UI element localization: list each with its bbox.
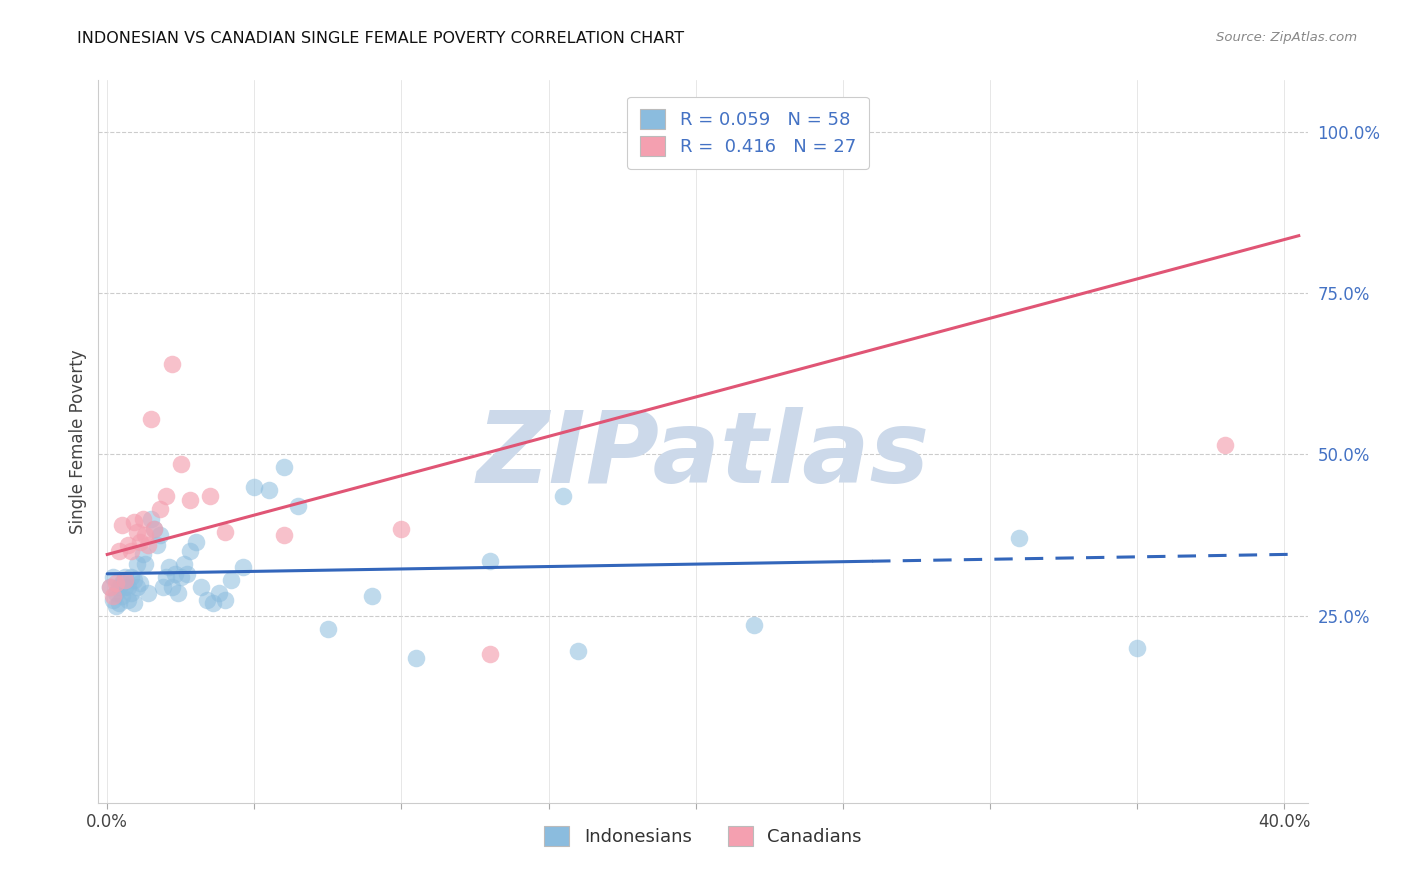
Point [105, 599, 128, 613]
Point [219, 573, 242, 587]
Point [125, 557, 148, 571]
Point [202, 596, 225, 610]
Point [131, 512, 153, 526]
Point [141, 412, 163, 426]
Point [155, 570, 177, 584]
Point [1126, 640, 1149, 655]
Point [125, 580, 148, 594]
Point [361, 590, 384, 604]
Point [232, 560, 254, 574]
Point [170, 457, 193, 471]
Point [190, 580, 212, 594]
Point [143, 522, 166, 536]
Point [98, 580, 121, 594]
Point [567, 644, 589, 658]
Point [287, 499, 309, 513]
Point [173, 557, 195, 571]
Point [120, 570, 142, 584]
Point [120, 544, 142, 558]
Point [214, 524, 236, 539]
Point [131, 548, 153, 562]
Point [200, 489, 222, 503]
Point [179, 544, 201, 558]
Point [208, 586, 231, 600]
Point [184, 534, 207, 549]
Point [114, 570, 136, 584]
Text: ZIPatlas: ZIPatlas [477, 408, 929, 505]
Point [1008, 531, 1031, 545]
Point [160, 580, 183, 594]
Point [105, 576, 128, 591]
Text: Source: ZipAtlas.com: Source: ZipAtlas.com [1216, 31, 1357, 45]
Legend: Indonesians, Canadians: Indonesians, Canadians [531, 814, 875, 859]
Point [138, 586, 160, 600]
Point [273, 460, 295, 475]
Point [117, 580, 139, 594]
Point [125, 524, 148, 539]
Point [108, 544, 131, 558]
Point [108, 596, 131, 610]
Point [243, 480, 266, 494]
Y-axis label: Single Female Poverty: Single Female Poverty [69, 350, 87, 533]
Point [157, 560, 180, 574]
Point [214, 592, 236, 607]
Point [108, 580, 131, 594]
Point [122, 596, 145, 610]
Point [316, 622, 339, 636]
Point [111, 576, 134, 591]
Point [128, 576, 150, 591]
Point [98, 580, 121, 594]
Point [146, 538, 169, 552]
Point [152, 580, 174, 594]
Point [166, 586, 188, 600]
Point [257, 483, 280, 497]
Point [117, 592, 139, 607]
Point [111, 590, 134, 604]
Point [176, 566, 198, 581]
Point [134, 528, 156, 542]
Point [149, 502, 172, 516]
Point [134, 557, 156, 571]
Point [155, 489, 177, 503]
Text: INDONESIAN VS CANADIAN SINGLE FEMALE POVERTY CORRELATION CHART: INDONESIAN VS CANADIAN SINGLE FEMALE POV… [77, 31, 685, 46]
Point [101, 592, 124, 607]
Point [149, 528, 172, 542]
Point [117, 538, 139, 552]
Point [744, 618, 766, 632]
Point [478, 554, 501, 568]
Point [1213, 438, 1236, 452]
Point [143, 522, 166, 536]
Point [111, 518, 134, 533]
Point [114, 580, 136, 594]
Point [273, 528, 295, 542]
Point [170, 570, 193, 584]
Point [163, 566, 186, 581]
Point [478, 648, 501, 662]
Point [114, 573, 136, 587]
Point [160, 357, 183, 371]
Point [405, 650, 427, 665]
Point [141, 512, 163, 526]
Point [101, 590, 124, 604]
Point [195, 592, 218, 607]
Point [105, 586, 128, 600]
Point [128, 534, 150, 549]
Point [138, 538, 160, 552]
Point [101, 570, 124, 584]
Point [122, 573, 145, 587]
Point [120, 586, 142, 600]
Point [122, 515, 145, 529]
Point [391, 522, 413, 536]
Point [179, 492, 201, 507]
Point [553, 489, 575, 503]
